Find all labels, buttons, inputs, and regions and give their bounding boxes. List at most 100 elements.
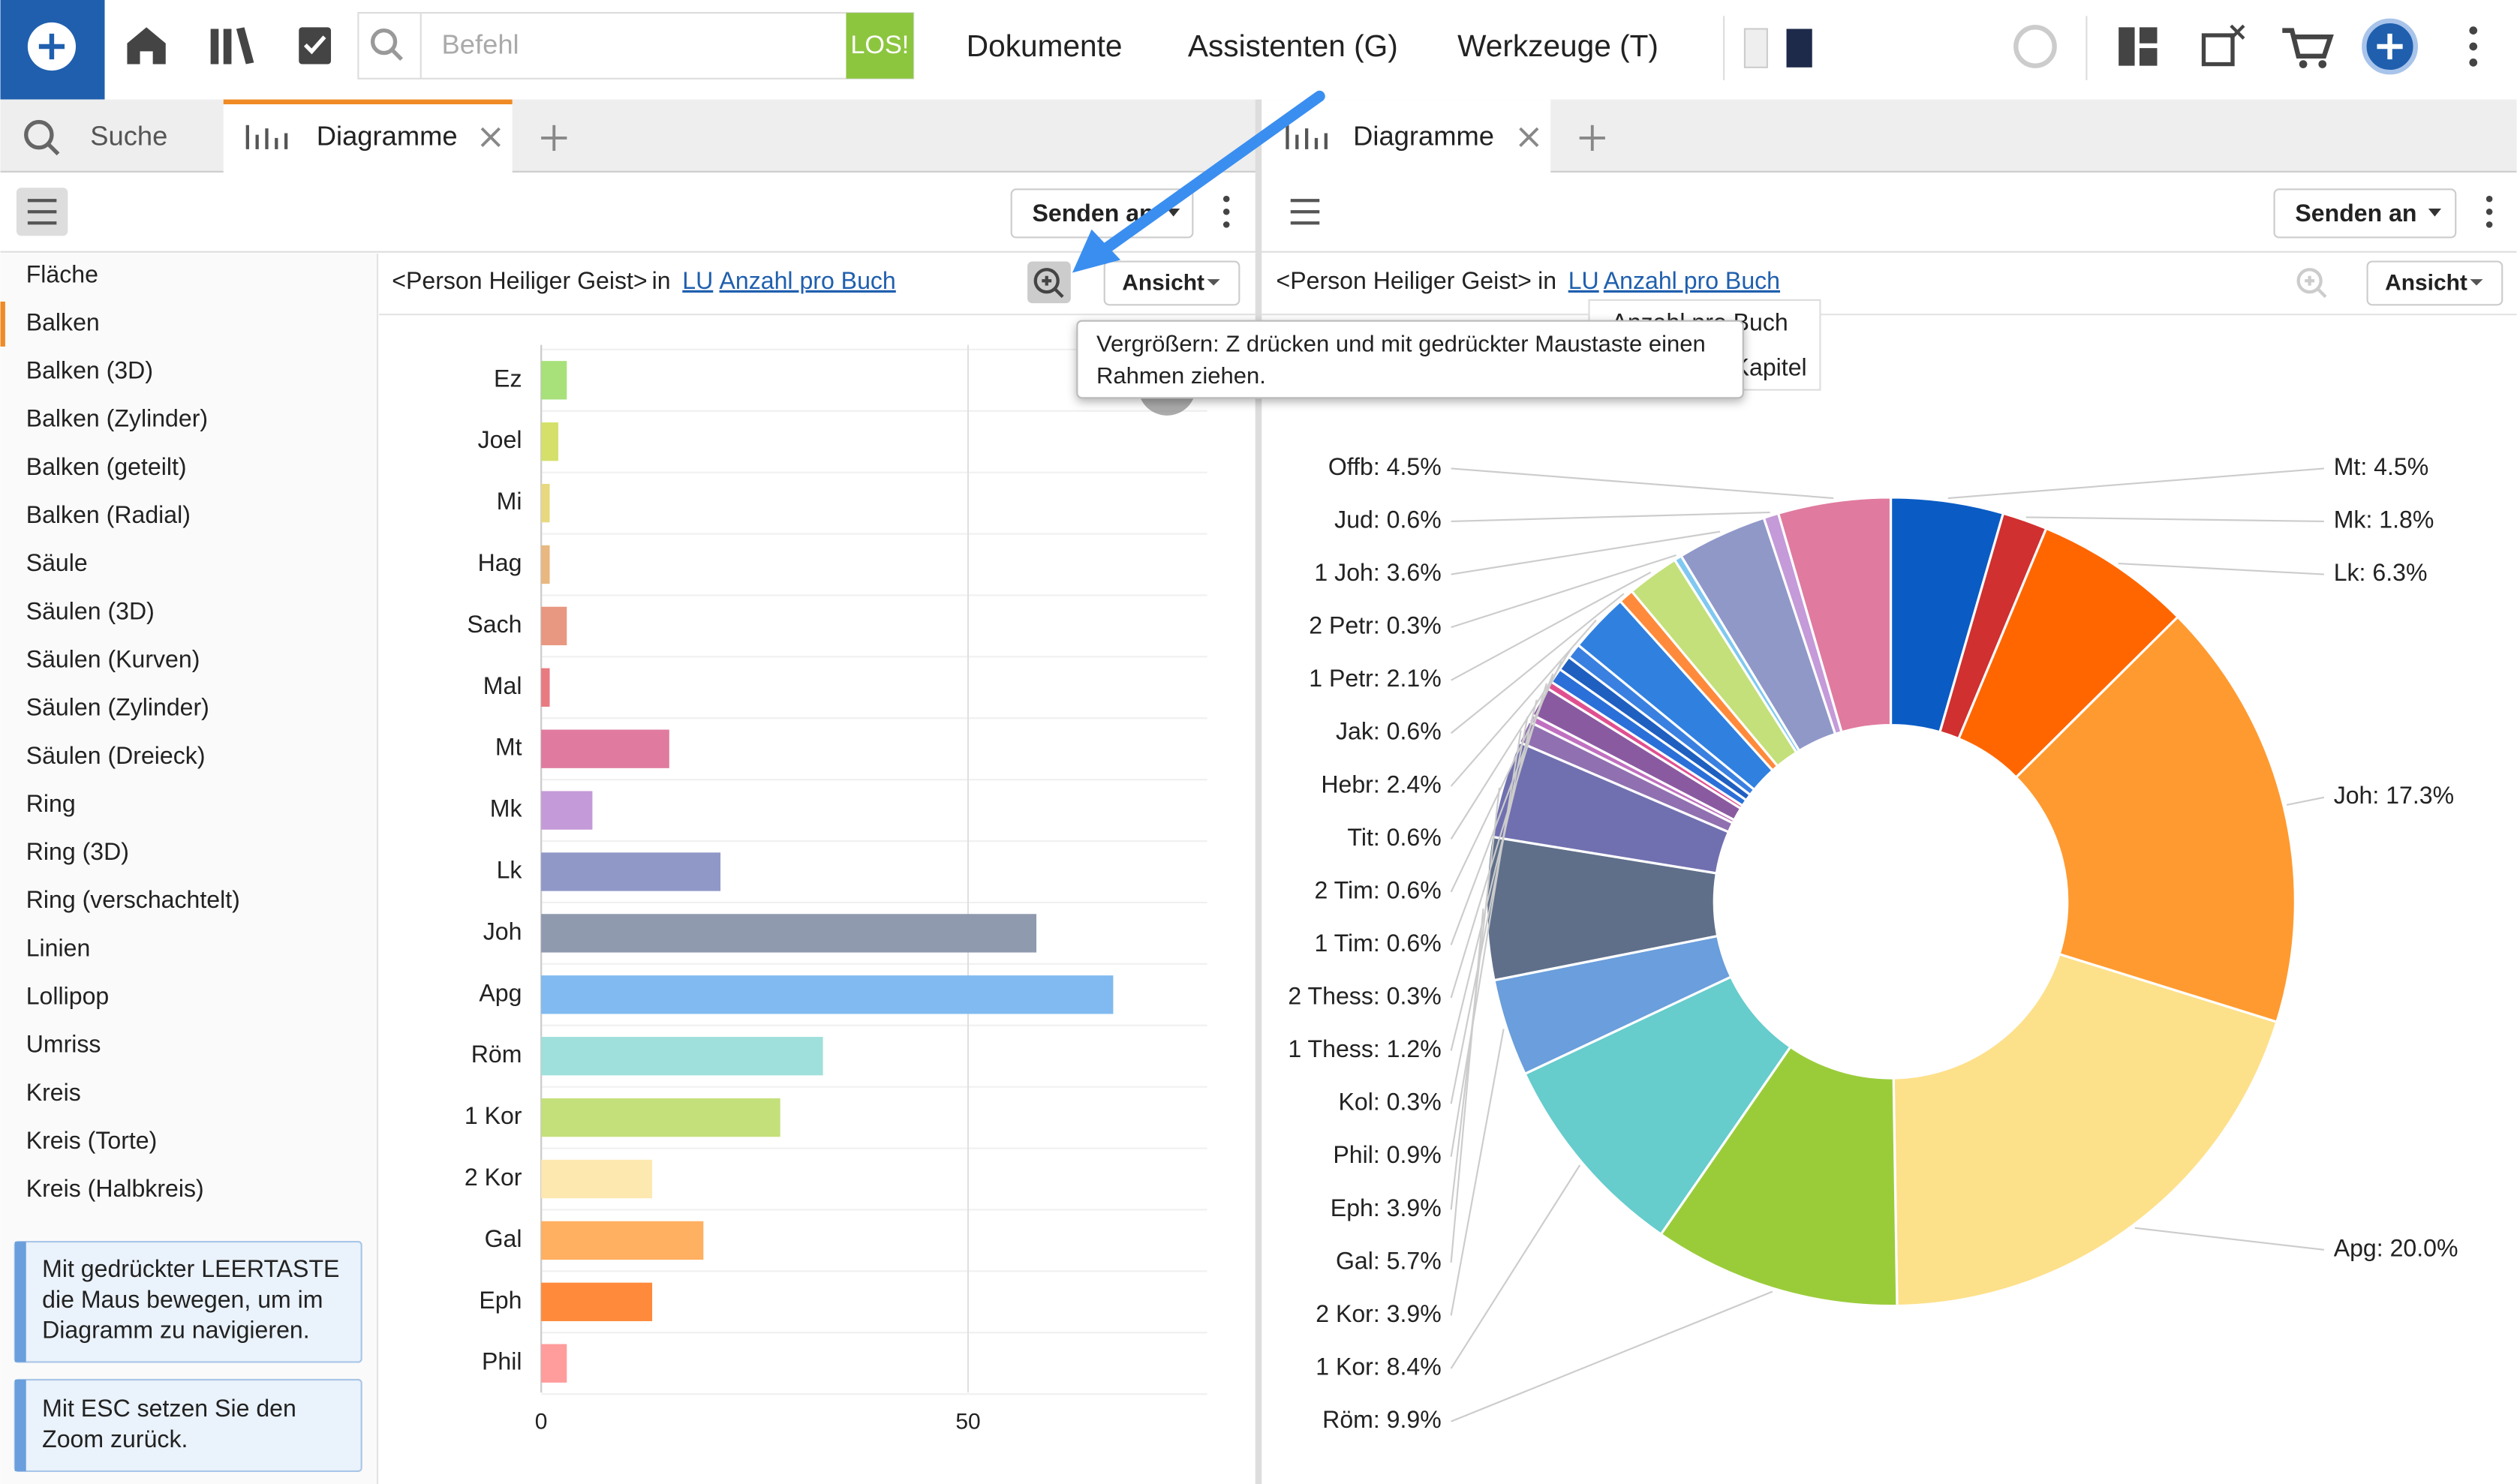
- leader-line: [1450, 673, 1554, 945]
- chart-type-item[interactable]: Fläche: [26, 260, 98, 287]
- leader-line: [1451, 571, 1652, 681]
- chart-type-item[interactable]: Säule: [26, 549, 88, 576]
- dropdown-caret: [2470, 279, 2483, 286]
- query-link[interactable]: Anzahl pro Buch: [1604, 267, 1780, 294]
- view-label: Ansicht: [2385, 270, 2467, 295]
- chart-type-item[interactable]: Ring (verschachtelt): [26, 886, 240, 913]
- menu-item[interactable]: Dokumente: [967, 29, 1123, 63]
- slice-label: 2 Petr: 0.3%: [1309, 612, 1441, 639]
- y-tick-label: Apg: [479, 979, 522, 1006]
- menu-item[interactable]: Werkzeuge (T): [1457, 29, 1658, 63]
- more-dot[interactable]: [1222, 195, 1230, 203]
- menu-item[interactable]: Assistenten (G): [1188, 29, 1398, 63]
- leader-line: [2025, 516, 2324, 523]
- logo-cross: [38, 33, 65, 60]
- zoom-icon: [1042, 275, 1064, 299]
- tab-close[interactable]: [480, 127, 501, 147]
- home-icon[interactable]: [127, 27, 166, 65]
- chart-type-item[interactable]: Balken (Radial): [26, 501, 191, 528]
- device-icon[interactable]: [1743, 28, 1768, 68]
- view-button[interactable]: [1103, 260, 1240, 306]
- chart-type-item[interactable]: Umriss: [26, 1031, 101, 1058]
- y-tick-label: Mk: [490, 795, 523, 822]
- book-icon[interactable]: [1786, 29, 1812, 68]
- send-button[interactable]: [2273, 188, 2457, 239]
- leader-line: [1450, 699, 1538, 1051]
- chart-type-item[interactable]: Balken: [26, 308, 100, 335]
- query-link[interactable]: LU: [1568, 267, 1599, 294]
- library-icon[interactable]: [210, 27, 254, 65]
- annotation-arrowhead: [1072, 229, 1121, 273]
- menu-icon[interactable]: [1290, 199, 1320, 225]
- bar: [541, 729, 669, 768]
- tooltip: [1076, 320, 1744, 399]
- layout-icon[interactable]: [2119, 27, 2158, 66]
- leader-line: [1450, 787, 1501, 1210]
- dropdown-caret: [1207, 279, 1220, 286]
- pane-splitter[interactable]: [1255, 99, 1262, 1484]
- leader-line: [1450, 1029, 1505, 1316]
- search-tab-icon: [47, 143, 60, 156]
- new-tab[interactable]: [541, 125, 567, 152]
- sync-icon[interactable]: [2013, 25, 2057, 68]
- slice-label: Joh: 17.3%: [2334, 782, 2454, 809]
- slice-label: Eph: 3.9%: [1331, 1194, 1442, 1221]
- menu-icon: [27, 199, 57, 225]
- bar: [541, 1344, 567, 1383]
- tab-label[interactable]: Diagramme: [1353, 121, 1494, 152]
- chart-type-item[interactable]: Kreis (Torte): [26, 1127, 158, 1154]
- chart-type-item[interactable]: Säulen (3D): [26, 597, 155, 624]
- chart-type-item[interactable]: Säulen (Dreieck): [26, 742, 206, 769]
- chart-type-item[interactable]: Ring (3D): [26, 838, 129, 865]
- chart-type-item[interactable]: Ring: [26, 790, 76, 817]
- chart-type-item[interactable]: Kreis: [26, 1079, 81, 1106]
- query-in: in: [652, 267, 671, 294]
- view-label: Ansicht: [1122, 270, 1204, 295]
- slice-label: 2 Thess: 0.3%: [1288, 983, 1441, 1010]
- chart-type-item[interactable]: Säulen (Kurven): [26, 645, 200, 672]
- go-label: LOS!: [850, 31, 909, 59]
- hint-text: Mit gedrückter LEERTASTE die Maus bewege…: [42, 1256, 340, 1344]
- leader-line: [2134, 1227, 2325, 1251]
- bar: [541, 1159, 653, 1199]
- command-placeholder: Befehl: [442, 29, 519, 60]
- chart-type-item[interactable]: Balken (Zylinder): [26, 405, 208, 432]
- query-link[interactable]: Anzahl pro Buch: [720, 267, 896, 294]
- chart-type-item[interactable]: Lollipop: [26, 983, 110, 1010]
- active-tab[interactable]: [1262, 99, 1551, 173]
- chart-type-item[interactable]: Balken (3D): [26, 357, 153, 384]
- window-icon[interactable]: [2201, 33, 2235, 67]
- slice-label: Apg: 20.0%: [2334, 1234, 2458, 1261]
- more-dot[interactable]: [2485, 195, 2493, 203]
- cart-icon[interactable]: [2282, 28, 2334, 59]
- new-tab[interactable]: [1579, 125, 1605, 152]
- tab-close[interactable]: [1519, 127, 1539, 147]
- dropdown-caret: [2428, 208, 2441, 217]
- tab-label[interactable]: Diagramme: [317, 121, 458, 152]
- go-button[interactable]: [846, 13, 914, 79]
- y-tick-label: Ez: [494, 365, 522, 392]
- more-dot: [2485, 208, 2493, 215]
- chart-type-item[interactable]: Balken (geteilt): [26, 453, 187, 480]
- more-dot[interactable]: [2469, 26, 2478, 35]
- dropdown-caret: [1167, 208, 1180, 217]
- zoom-icon[interactable]: [2296, 268, 2323, 294]
- view-button[interactable]: [2366, 260, 2503, 306]
- cart-wheel: [2299, 60, 2308, 68]
- chart-type-item[interactable]: Linien: [26, 934, 91, 961]
- x-tick-label: 50: [955, 1410, 980, 1434]
- y-tick-label: Phil: [482, 1348, 522, 1375]
- slice-label: Tit: 0.6%: [1347, 824, 1441, 851]
- chart-type-item[interactable]: Kreis (Halbkreis): [26, 1175, 204, 1202]
- active-tab-marker: [223, 99, 513, 104]
- query-link[interactable]: LU: [682, 267, 713, 294]
- active-tab[interactable]: [223, 99, 513, 173]
- command-box[interactable]: [357, 12, 915, 80]
- slice-label: Lk: 6.3%: [2334, 559, 2428, 586]
- tab-label[interactable]: Suche: [90, 121, 167, 152]
- slice-label: Jak: 0.6%: [1336, 718, 1442, 745]
- y-tick-label: Joel: [478, 426, 522, 453]
- chart-type-item[interactable]: Säulen (Zylinder): [26, 694, 209, 721]
- bar: [541, 914, 1037, 953]
